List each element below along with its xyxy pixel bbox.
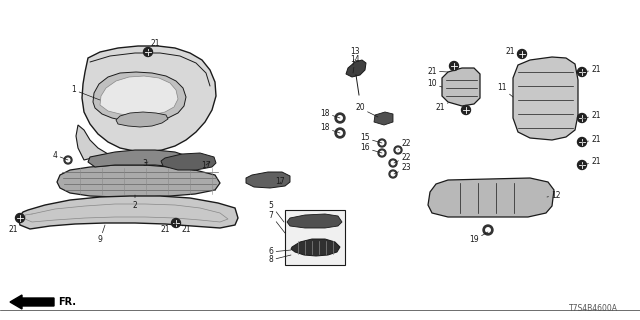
Polygon shape [57,165,220,197]
Text: 20: 20 [355,103,378,117]
Polygon shape [442,68,480,106]
Text: 18: 18 [320,108,340,118]
Circle shape [389,159,397,167]
Text: 13: 13 [350,47,360,65]
Text: 21: 21 [582,135,601,145]
Circle shape [577,114,586,123]
Polygon shape [88,150,198,170]
Polygon shape [291,239,340,256]
Circle shape [380,151,384,155]
Polygon shape [285,210,345,265]
Text: 3: 3 [143,158,148,167]
Circle shape [378,149,386,157]
Circle shape [335,113,345,123]
Polygon shape [428,178,554,217]
Text: 6: 6 [269,247,291,257]
Text: T7S4B4600A: T7S4B4600A [569,304,618,313]
Text: 12: 12 [547,190,561,199]
Text: 21: 21 [435,103,448,113]
Text: 21: 21 [176,224,191,235]
Polygon shape [18,196,238,229]
Polygon shape [93,72,186,122]
Circle shape [486,228,490,232]
Text: 15: 15 [360,133,382,143]
Text: 19: 19 [469,232,488,244]
Text: 5: 5 [269,201,284,222]
Text: FR.: FR. [58,297,76,307]
Polygon shape [346,60,366,77]
Circle shape [64,156,72,164]
Text: 21: 21 [148,39,160,52]
Text: 17: 17 [275,178,285,187]
Text: 16: 16 [360,143,382,153]
Text: 22: 22 [398,139,411,150]
Circle shape [335,128,345,138]
Text: 18: 18 [320,124,340,133]
Circle shape [378,139,386,147]
Polygon shape [116,112,168,127]
Polygon shape [161,153,216,170]
Circle shape [143,47,152,57]
Circle shape [172,219,180,228]
Circle shape [380,141,384,145]
Text: 23: 23 [394,164,411,174]
Text: 21: 21 [428,67,448,76]
Text: 9: 9 [97,225,105,244]
Polygon shape [374,112,393,125]
Polygon shape [287,214,342,228]
Circle shape [338,116,342,120]
Circle shape [577,138,586,147]
Text: 10: 10 [427,79,442,89]
Circle shape [394,146,402,154]
Polygon shape [76,125,108,160]
Text: 11: 11 [497,84,513,97]
Circle shape [483,225,493,235]
Circle shape [577,161,586,170]
Circle shape [389,170,397,178]
Circle shape [518,50,527,59]
Text: 4: 4 [52,150,68,160]
Circle shape [66,158,70,162]
Text: 21: 21 [582,157,601,166]
Circle shape [338,131,342,135]
Circle shape [15,213,24,222]
Text: 7: 7 [269,211,285,233]
Polygon shape [82,46,216,152]
Text: 1: 1 [72,85,100,100]
Text: 21: 21 [505,47,522,57]
Circle shape [396,148,400,152]
Text: 21: 21 [582,110,601,119]
Text: 22: 22 [394,153,411,163]
Text: 21: 21 [582,66,601,75]
Text: 21: 21 [160,223,176,235]
Text: 21: 21 [8,220,20,235]
Circle shape [461,106,470,115]
Circle shape [577,68,586,76]
Text: 17: 17 [201,161,211,170]
Text: 2: 2 [132,195,138,210]
Polygon shape [246,172,290,188]
Circle shape [449,61,458,70]
Polygon shape [100,76,178,116]
Circle shape [391,161,395,165]
Text: 8: 8 [269,255,291,265]
FancyArrow shape [10,295,54,309]
Circle shape [391,172,395,176]
Polygon shape [513,57,578,140]
Text: 14: 14 [350,55,360,73]
